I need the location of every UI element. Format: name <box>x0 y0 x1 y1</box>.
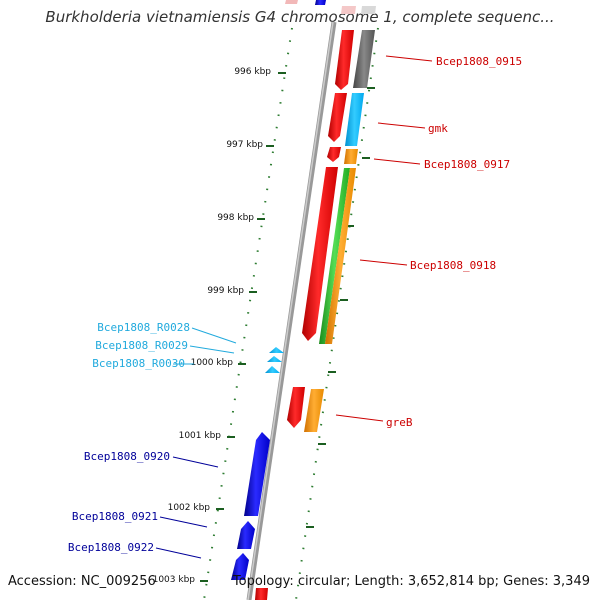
sequence-title: Burkholderia vietnamiensis G4 chromosome… <box>45 8 555 26</box>
sequence-backbone <box>246 21 337 600</box>
tick-label-1002: 1002 kbp <box>168 503 211 513</box>
label-bcep1808-r0028[interactable]: Bcep1808_R0028 <box>97 321 190 334</box>
leader-bcep1808-r0028 <box>191 327 237 344</box>
gene-bcep1808-0915-red[interactable] <box>335 30 354 90</box>
leader-bcep1808-0922 <box>155 547 202 559</box>
label-bcep1808-0920[interactable]: Bcep1808_0920 <box>84 450 170 463</box>
label-gmk[interactable]: gmk <box>428 122 448 135</box>
gene-fragment-bottom-red[interactable] <box>255 588 268 600</box>
gene-fragment-top-blue[interactable] <box>315 0 326 5</box>
leader-bcep1808-0920 <box>172 456 219 468</box>
tick-label-1003: 1003 kbp <box>153 575 196 585</box>
leader-bcep1808-0918 <box>359 259 408 266</box>
tick-label-996: 996 kbp <box>234 67 271 77</box>
gene-fragment-top-pink[interactable] <box>285 0 298 4</box>
tick-label-1000: 1000 kbp <box>191 358 234 368</box>
leader-bcep1808-0921 <box>159 516 208 528</box>
gene-bcep1808-0917-red[interactable] <box>327 147 341 162</box>
leader-bcep1808-0917 <box>373 158 421 165</box>
gene-bcep1808-0921[interactable] <box>237 521 255 549</box>
leader-bcep1808-r0029 <box>189 345 235 354</box>
label-bcep1808-r0030[interactable]: Bcep1808_R0030 <box>92 357 185 370</box>
label-bcep1808-r0029[interactable]: Bcep1808_R0029 <box>95 339 188 352</box>
leader-greB <box>335 414 384 422</box>
tick-label-997: 997 kbp <box>226 140 263 150</box>
topology-summary-text: Topology: circular; Length: 3,652,814 bp… <box>232 574 590 589</box>
gene-fragment-top-red[interactable] <box>341 6 356 14</box>
gene-gmk-cyan[interactable] <box>345 93 364 146</box>
gene-bcep1808-r0029[interactable] <box>267 356 282 362</box>
label-bcep1808-0922[interactable]: Bcep1808_0922 <box>68 541 154 554</box>
label-bcep1808-0915[interactable]: Bcep1808_0915 <box>436 55 522 68</box>
gene-bcep1808-r0028[interactable] <box>269 347 284 353</box>
gene-greB-red[interactable] <box>287 387 305 428</box>
gene-bcep1808-0915-gray[interactable] <box>353 30 375 88</box>
sequence-backbone-highlight <box>247 21 334 600</box>
label-greB[interactable]: greB <box>386 416 413 429</box>
gene-bcep1808-0920[interactable] <box>244 432 270 516</box>
scale-track-right <box>295 27 379 600</box>
gene-bcep1808-0917-orange[interactable] <box>344 149 358 164</box>
gene-bcep1808-0918-orange[interactable] <box>325 168 356 344</box>
gene-bcep1808-0918-green[interactable] <box>319 168 350 344</box>
label-bcep1808-0921[interactable]: Bcep1808_0921 <box>72 510 158 523</box>
gene-gmk-red[interactable] <box>328 93 347 142</box>
gene-bcep1808-r0030[interactable] <box>265 366 280 373</box>
label-bcep1808-0917[interactable]: Bcep1808_0917 <box>424 158 510 171</box>
gene-bcep1808-0918-red[interactable] <box>302 167 338 341</box>
tick-label-998: 998 kbp <box>217 213 254 223</box>
leader-bcep1808-0915 <box>385 55 433 62</box>
tick-label-999: 999 kbp <box>207 286 244 296</box>
leader-gmk <box>377 122 426 129</box>
gene-bcep1808-0922[interactable] <box>231 553 249 580</box>
tick-marks <box>200 72 375 582</box>
tick-label-1001: 1001 kbp <box>179 431 222 441</box>
label-bcep1808-0918[interactable]: Bcep1808_0918 <box>410 259 496 272</box>
gene-greB-orange[interactable] <box>304 389 324 432</box>
accession-text: Accession: NC_009256 <box>8 574 156 589</box>
gene-fragment-top-gray[interactable] <box>361 6 376 14</box>
